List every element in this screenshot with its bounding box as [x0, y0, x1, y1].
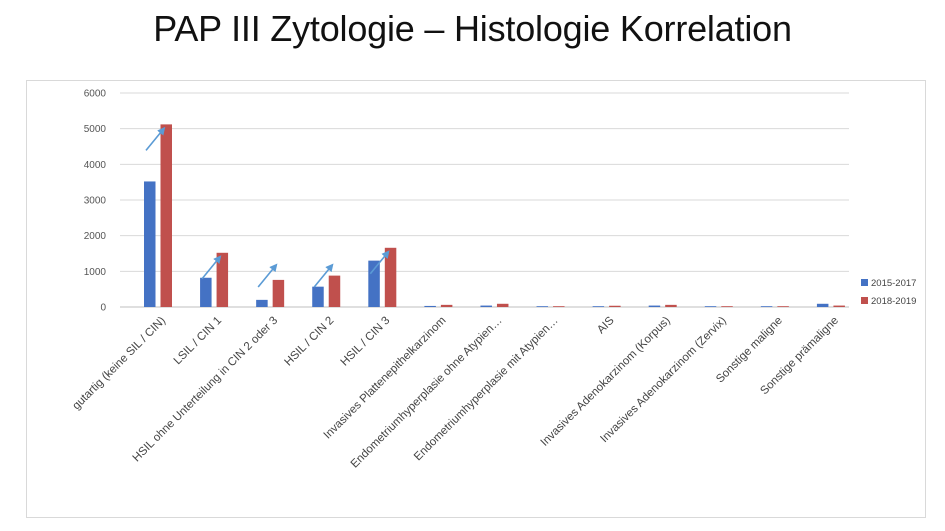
- bar-series2: [777, 306, 789, 307]
- bar-series2: [384, 247, 397, 307]
- legend-swatch: [861, 297, 868, 304]
- x-tick-label: HSIL / CIN 2: [283, 315, 337, 369]
- bar-series2: [721, 306, 733, 307]
- y-tick-label: 3000: [84, 196, 107, 207]
- bar-series1: [256, 299, 268, 307]
- legend-label: 2015-2017: [871, 278, 916, 289]
- legend-swatch: [861, 279, 868, 286]
- legend-label: 2018-2019: [871, 296, 916, 307]
- x-tick-label: Invasives Plattenepithelkarzinom: [322, 315, 449, 442]
- y-tick-label: 5000: [84, 124, 107, 135]
- bar-series2: [216, 252, 229, 307]
- bar-series1: [368, 260, 380, 307]
- x-tick-label: AIS: [595, 314, 617, 336]
- bar-series2: [328, 275, 341, 307]
- bar-series1: [480, 305, 492, 307]
- bar-series1: [648, 305, 661, 307]
- y-tick-label: 0: [100, 303, 106, 314]
- trend-arrow-icon: [313, 263, 334, 288]
- bar-series2: [272, 279, 285, 307]
- bar-series1: [760, 306, 773, 307]
- y-tick-label: 6000: [84, 89, 107, 100]
- bar-series2: [440, 304, 453, 307]
- y-tick-label: 1000: [84, 267, 107, 278]
- bar-series1: [424, 305, 436, 307]
- trend-arrow-icon: [145, 126, 166, 151]
- x-tick-label: gutartig (keine SIL / CIN): [70, 315, 168, 413]
- chart-frame: 0 1000 2000 3000 4000 5000 6000 gutartig (keine…: [26, 80, 926, 518]
- bar-series2: [496, 303, 509, 307]
- x-tick-label: Invasives Adenokarzinom (Zervix): [598, 315, 729, 446]
- slide-title: PAP III Zytologie – Histologie Korrelati…: [153, 8, 792, 49]
- bar-series2: [553, 306, 565, 307]
- trend-arrow-icon: [201, 255, 222, 280]
- bar-series1: [816, 303, 829, 307]
- x-tick-label: LSIL / CIN 1: [172, 315, 224, 367]
- bar-series2: [160, 124, 172, 308]
- y-tick-label: 2000: [84, 231, 107, 242]
- bar-series1: [592, 306, 605, 307]
- y-tick-label: 4000: [84, 160, 107, 171]
- bar-series1: [144, 181, 156, 307]
- bar-series2: [833, 305, 845, 307]
- trend-arrow-icon: [369, 250, 390, 275]
- bar-series1: [704, 306, 717, 307]
- bar-series1: [200, 277, 212, 307]
- bar-series1: [312, 286, 324, 307]
- bar-series2: [665, 304, 677, 307]
- trend-arrow-icon: [257, 263, 278, 288]
- bar-chart: 0 1000 2000 3000 4000 5000 6000 gutartig (keine…: [70, 89, 916, 471]
- x-tick-label: HSIL / CIN 3: [339, 315, 393, 369]
- bar-series2: [609, 305, 621, 307]
- bar-series1: [536, 306, 549, 307]
